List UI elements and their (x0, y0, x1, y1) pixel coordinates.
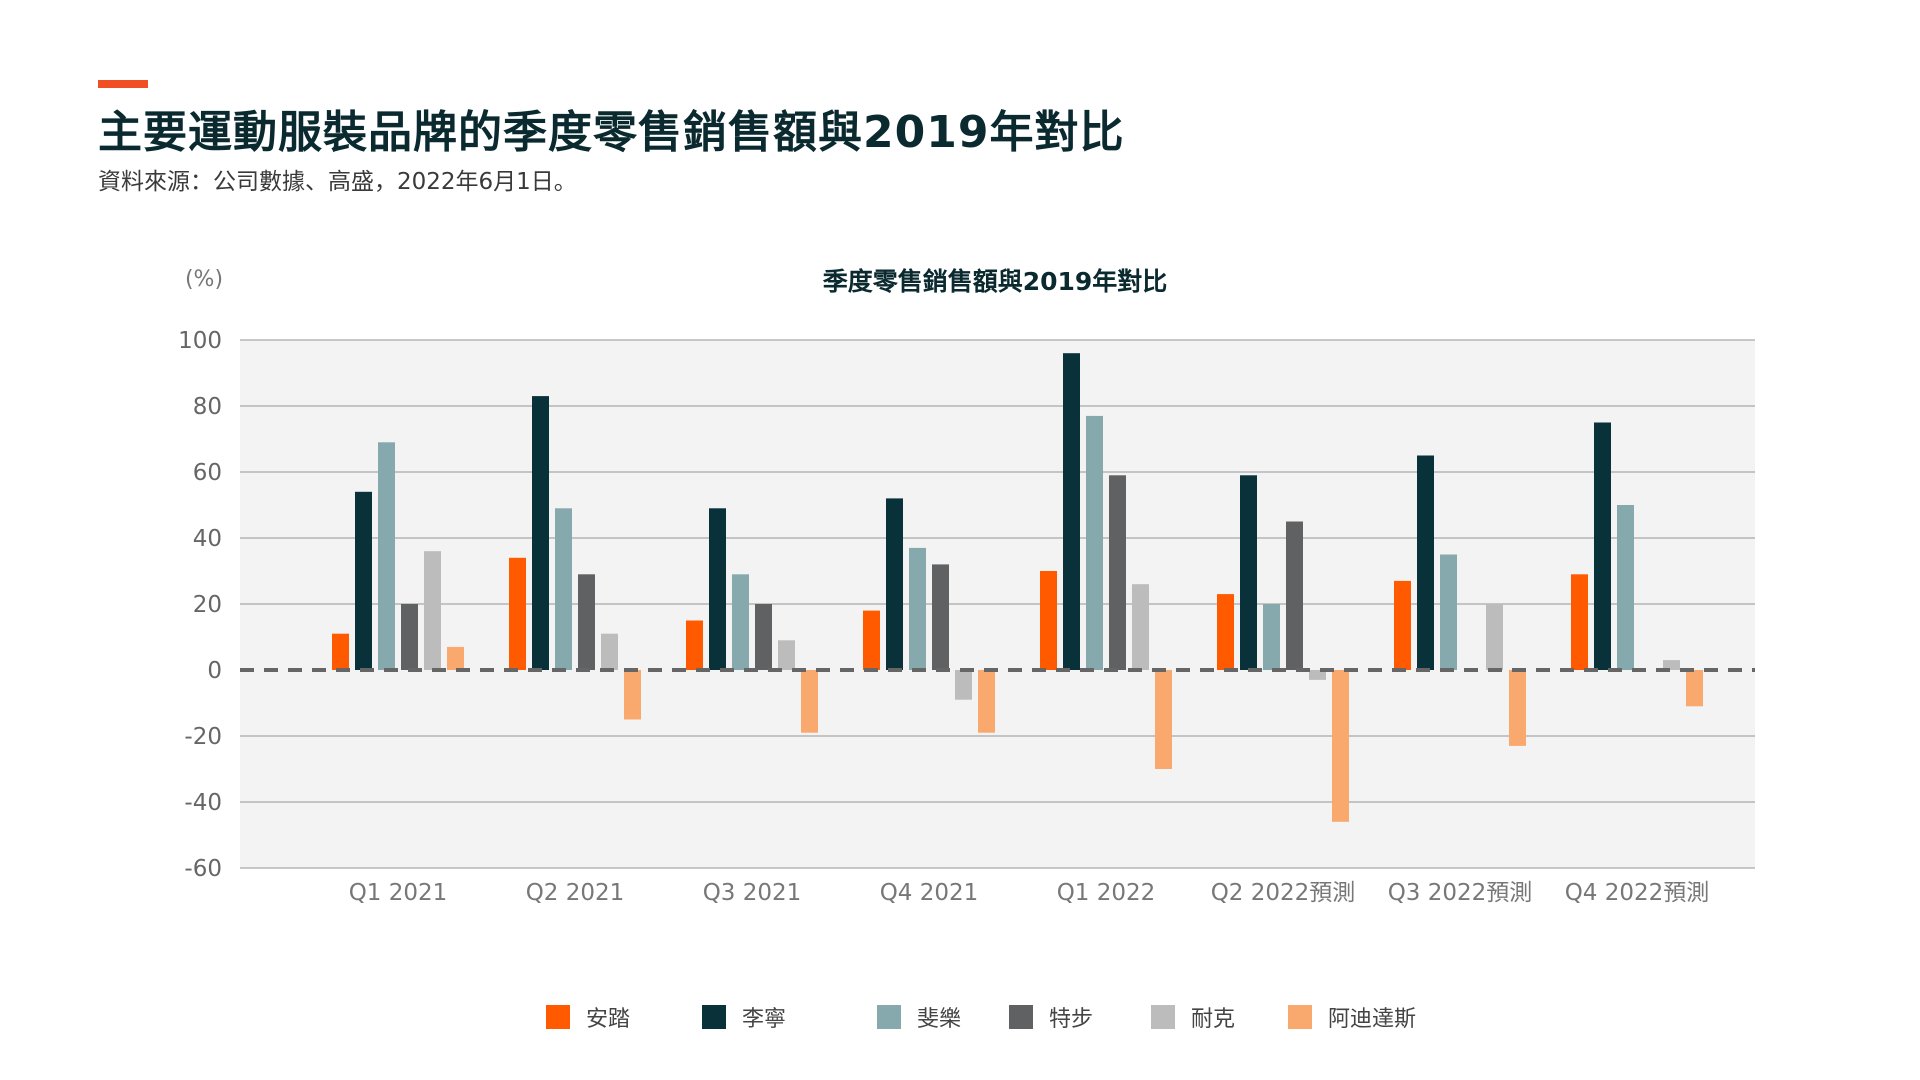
bar (447, 646, 464, 670)
x-tick-label: Q3 2022預測 (1388, 880, 1533, 906)
legend-item: 特步 (1009, 1002, 1093, 1032)
y-tick-label: 80 (193, 394, 222, 420)
legend-swatch (1151, 1005, 1175, 1029)
title-accent-bar (98, 80, 148, 88)
bar (1217, 594, 1234, 670)
legend-item: 阿迪達斯 (1288, 1002, 1416, 1032)
page-title: 主要運動服裝品牌的季度零售銷售額與2019年對比 (98, 107, 1125, 158)
bar (1617, 505, 1634, 670)
bar (955, 670, 972, 700)
bar (709, 508, 726, 670)
legend-item: 安踏 (546, 1002, 630, 1032)
legend-swatch (1009, 1005, 1033, 1029)
y-tick-label: -20 (184, 724, 222, 750)
bar (932, 564, 949, 670)
x-tick-label: Q2 2021 (526, 880, 625, 906)
bar (1063, 353, 1080, 670)
legend-label: 李寧 (742, 1007, 787, 1032)
bar (1440, 554, 1457, 670)
bar (1240, 475, 1257, 670)
bar (732, 574, 749, 670)
bar (801, 670, 818, 733)
legend-swatch (877, 1005, 901, 1029)
bar (578, 574, 595, 670)
bar (1309, 670, 1326, 680)
page-subtitle: 資料來源：公司數據、高盛，2022年6月1日。 (98, 169, 577, 195)
legend-swatch (546, 1005, 570, 1029)
bar (909, 547, 926, 670)
x-tick-label: Q1 2022 (1057, 880, 1156, 906)
y-axis-label: (%) (185, 267, 223, 292)
legend-item: 李寧 (702, 1002, 786, 1032)
y-tick-label: -40 (184, 790, 222, 816)
bar (1486, 604, 1503, 670)
bar (1417, 455, 1434, 670)
bar (555, 508, 572, 670)
bar (401, 604, 418, 670)
legend-label: 安踏 (586, 1007, 631, 1032)
bar (624, 670, 641, 720)
bar (1086, 415, 1103, 670)
legend-label: 斐樂 (917, 1007, 962, 1032)
bar (378, 442, 395, 670)
bar (778, 640, 795, 670)
bar (886, 498, 903, 670)
bar (1109, 475, 1126, 670)
bar (1594, 422, 1611, 670)
x-tick-label: Q1 2021 (349, 880, 448, 906)
bar (1571, 574, 1588, 670)
bar (1663, 660, 1680, 670)
bar-chart: 季度零售銷售額與2019年對比 (%) 100 80 60 40 20 0 -20 -40 -60 Q… (178, 267, 1755, 906)
legend-swatch (1288, 1005, 1312, 1029)
legend-label: 耐克 (1191, 1007, 1236, 1032)
bar (1263, 604, 1280, 670)
y-tick-label: 40 (193, 526, 222, 552)
legend-item: 斐樂 (877, 1002, 961, 1032)
bar (978, 670, 995, 733)
bar (601, 633, 618, 670)
y-tick-label: 60 (193, 460, 222, 486)
y-tick-label: 20 (193, 592, 222, 618)
bar (1686, 670, 1703, 707)
y-tick-label: 100 (178, 328, 222, 354)
legend-item: 耐克 (1151, 1002, 1235, 1032)
bar (1040, 571, 1057, 670)
bar (1394, 580, 1411, 670)
bar (509, 557, 526, 670)
x-tick-label: Q4 2022預測 (1565, 880, 1710, 906)
bar (1132, 584, 1149, 670)
legend-label: 特步 (1049, 1007, 1094, 1032)
x-tick-label: Q2 2022預測 (1211, 880, 1356, 906)
bar (1332, 670, 1349, 822)
legend-label: 阿迪達斯 (1328, 1007, 1417, 1032)
bar (424, 551, 441, 670)
legend-swatch (702, 1005, 726, 1029)
bar (1509, 670, 1526, 746)
bar (1286, 521, 1303, 670)
chart-title: 季度零售銷售額與2019年對比 (823, 267, 1168, 296)
y-tick-label: -60 (184, 856, 222, 882)
bar (1155, 670, 1172, 769)
x-tick-label: Q3 2021 (703, 880, 802, 906)
bar (332, 633, 349, 670)
chart-legend: 安踏 李寧 斐樂 特步 耐克 阿迪達斯 (0, 1002, 1920, 1042)
bar (355, 491, 372, 670)
bar (755, 604, 772, 670)
bar (686, 620, 703, 670)
bar (863, 610, 880, 670)
x-tick-label: Q4 2021 (880, 880, 979, 906)
bar (532, 396, 549, 670)
y-tick-label: 0 (207, 658, 222, 684)
